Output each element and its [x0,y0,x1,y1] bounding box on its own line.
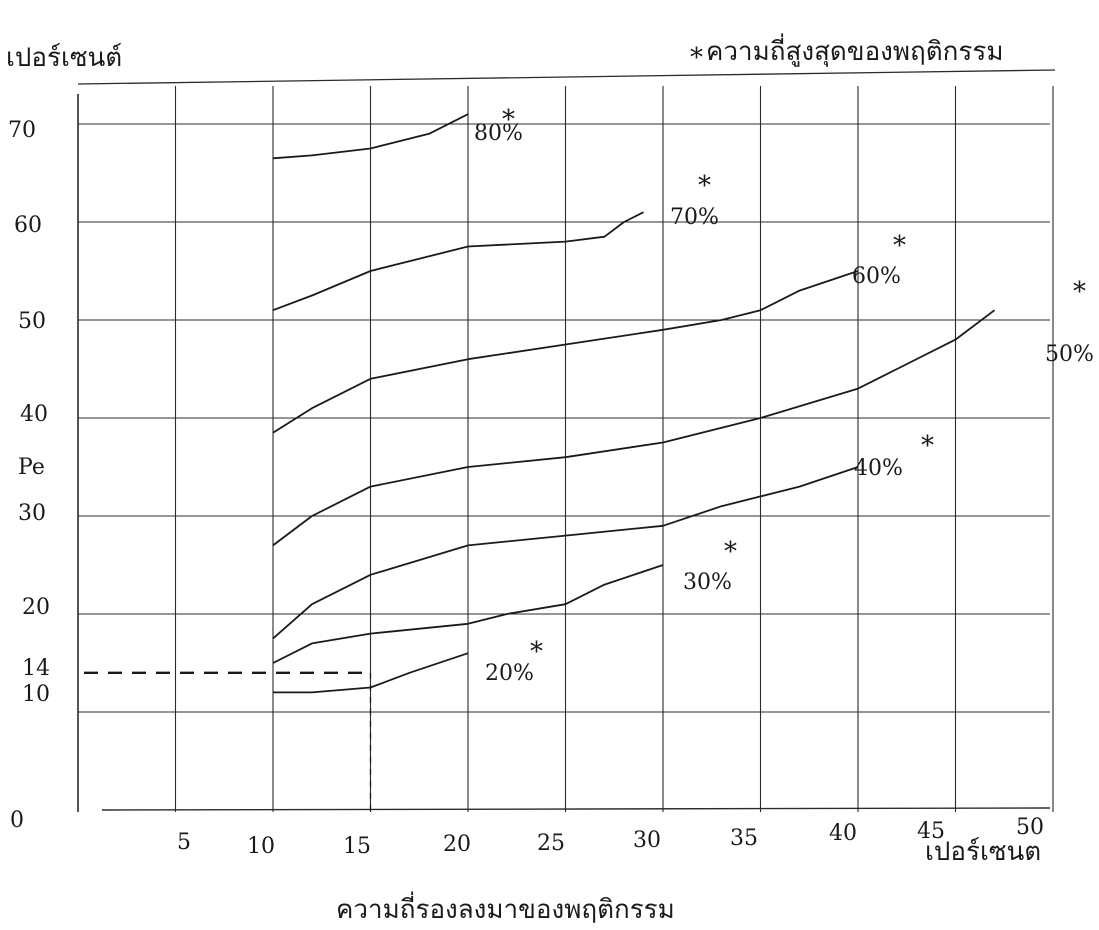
series-label-asterisk: * [698,171,711,201]
y-tick-label: 20 [22,595,50,620]
chart-title: ความถี่สูงสุดของพฤติกรรม [706,33,1003,67]
y-tick-label: 70 [8,118,36,143]
series-line-50pct [272,309,996,547]
x-tick-label: 15 [343,834,371,859]
series-label-asterisk: * [724,537,737,567]
series-label: 50% [1045,342,1094,367]
series-label-asterisk: * [1073,277,1086,307]
x-axis-label: ความถี่รองลงมาของพฤติกรรม [336,891,675,925]
series-label: 30% [683,570,732,595]
x-tick-label: 20 [443,832,471,857]
grid [77,69,1056,812]
y-tick-label: 30 [18,501,46,526]
x-tick-label: 50 [1016,815,1044,840]
y-tick-label: 14 [22,656,50,681]
series-annotations: 20%*30%*40%*50%*60%*70%*80%* [474,105,1094,686]
x-tick-label: 45 [917,819,945,844]
x-axis-line [101,807,1051,811]
y-tick-label: 10 [22,682,50,707]
series-label-asterisk: * [921,431,934,461]
series-line-80pct [272,113,469,160]
series-label: 20% [485,661,534,686]
y-tick-label: 40 [20,402,48,427]
series-label-asterisk: * [502,105,515,135]
y-axis-label: เปอร์เซนต์ [6,43,122,73]
series-lines [272,113,996,694]
series-line-70pct [272,211,644,312]
series-label-asterisk: * [893,231,906,261]
reference-lines [84,671,372,812]
x-tick-label: 5 [177,830,191,855]
pe-label: Pe [18,455,45,480]
x-tick-label: 30 [633,828,661,853]
series-label-asterisk: * [530,637,543,667]
x-tick-label: 35 [730,826,758,851]
series-line-30pct [272,564,664,664]
series-label: 70% [670,205,719,230]
series-label: 60% [852,264,901,289]
frame-top-line [77,69,1056,85]
series-line-20pct [273,652,469,694]
x-axis-unit-label: เปอร์เซนต [925,837,1041,867]
series-line-40pct [272,466,859,640]
x-tick-label: 10 [247,834,275,859]
series-line-60pct [272,270,859,434]
series-label: 80% [474,121,523,146]
series-label: 40% [854,456,903,481]
y-tick-label: 50 [18,309,46,334]
y-tick-label: 60 [14,213,42,238]
x-tick-label: 40 [829,821,857,846]
x-tick-label: 25 [537,831,565,856]
x-tick-label: 0 [10,808,24,833]
chart-title-marker: * [690,43,703,73]
